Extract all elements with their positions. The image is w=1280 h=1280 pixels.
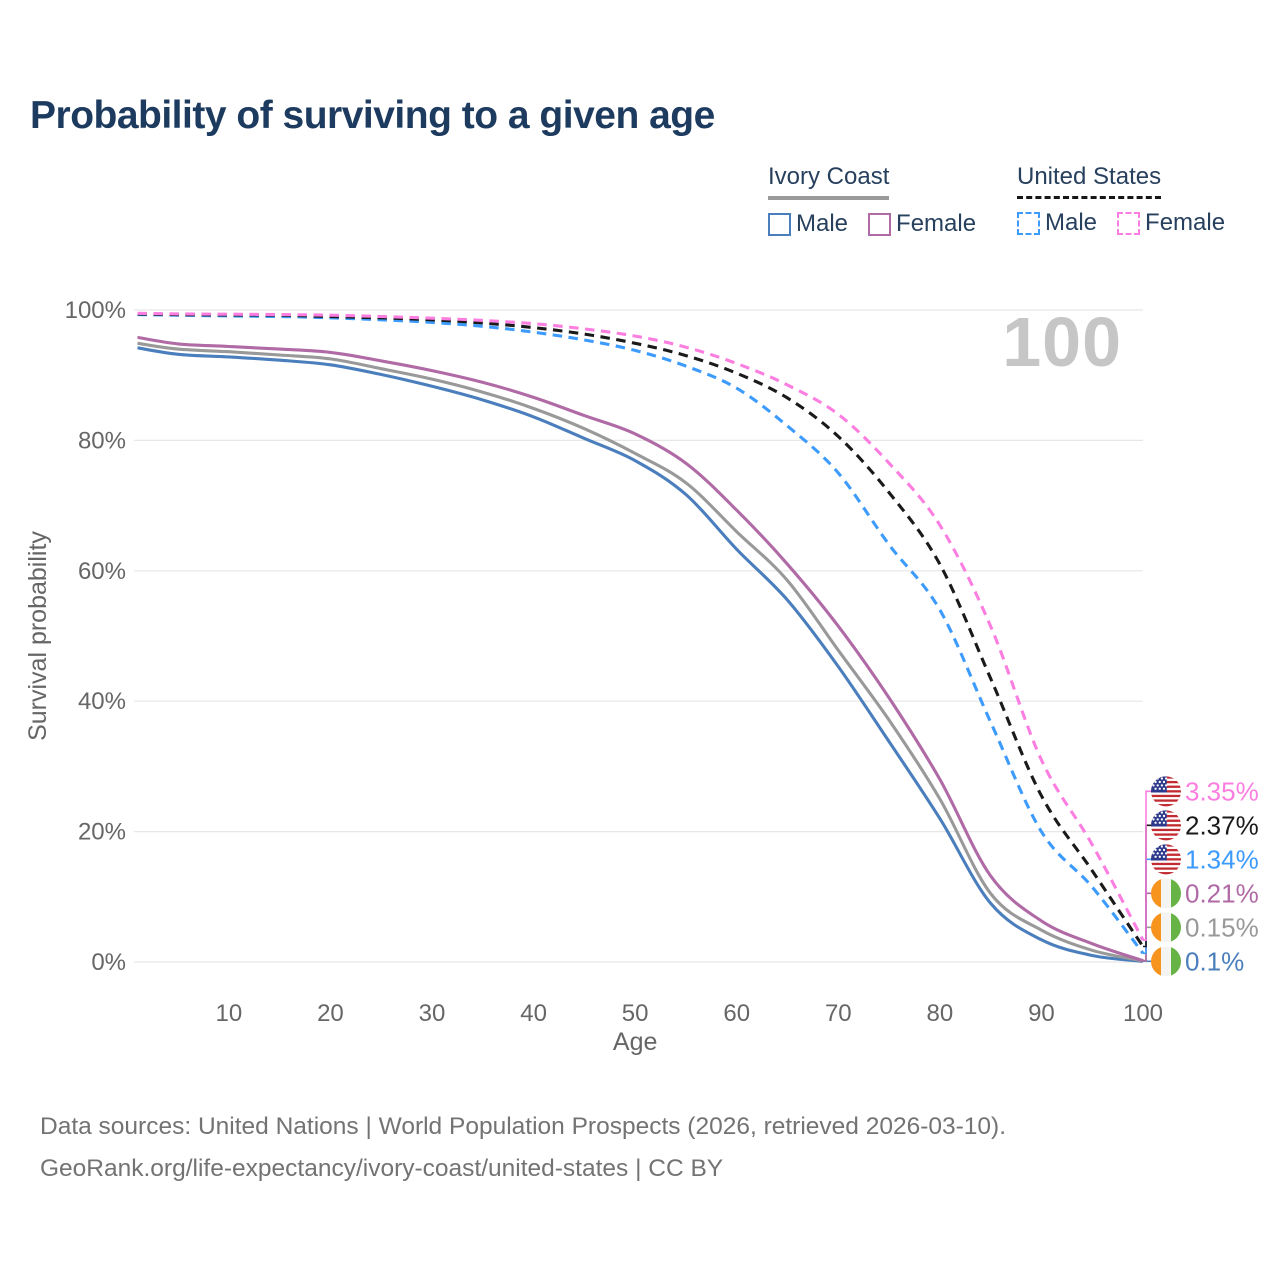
legend-swatch-icon — [868, 212, 892, 236]
x-tick-label: 10 — [216, 1000, 243, 1027]
series-line-united-states-male — [137, 313, 1145, 955]
legend-item-female: Female — [868, 210, 976, 238]
ivory-coast-flag-icon — [1151, 878, 1181, 909]
legend-swatch-icon — [768, 212, 791, 236]
end-label-ivory-coast-male: 0.1% — [1185, 946, 1244, 976]
ivory-coast-flag-icon — [1151, 946, 1181, 977]
end-label-united-states-male: 1.34% — [1185, 844, 1259, 874]
x-tick-label: 70 — [825, 1000, 852, 1027]
legend-group-title: Ivory Coast — [768, 163, 890, 200]
series-line-ivory-coast-female — [137, 335, 1144, 963]
series-line-united-states-both-sexes — [137, 312, 1145, 948]
y-tick-label: 60% — [78, 558, 126, 585]
end-label-connector — [1143, 926, 1151, 962]
legend-group-united-states: United States Male Female — [1017, 163, 1225, 237]
us-flag-icon — [1151, 776, 1181, 807]
end-label-connector — [1143, 790, 1151, 941]
y-tick-label: 80% — [78, 427, 126, 454]
end-label-united-states-female: 3.35% — [1185, 776, 1259, 806]
data-sources-text: Data sources: United Nations | World Pop… — [40, 1113, 1007, 1140]
series-line-ivory-coast-both-sexes — [137, 341, 1144, 963]
us-flag-icon — [1151, 844, 1181, 875]
legend-item-label: Male — [796, 210, 849, 237]
legend-item-male: Male — [1017, 209, 1097, 237]
page-title: Probability of surviving to a given age — [30, 94, 715, 137]
legend-item-label: Female — [1145, 209, 1226, 236]
x-tick-label: 100 — [1123, 1000, 1163, 1027]
x-tick-label: 60 — [723, 1000, 750, 1027]
x-axis-title: Age — [613, 1028, 657, 1056]
footer: Data sources: United Nations | World Pop… — [40, 1106, 1006, 1190]
age-counter-watermark: 100 — [1002, 303, 1122, 381]
legend-item-label: Male — [1045, 209, 1098, 236]
y-axis-title: Survival probability — [24, 531, 52, 741]
y-tick-label: 0% — [91, 949, 126, 976]
x-tick-label: 20 — [317, 1000, 344, 1027]
y-tick-label: 20% — [78, 819, 126, 846]
legend-group-title: United States — [1017, 163, 1162, 199]
legend-item-label: Female — [896, 210, 977, 237]
series-line-ivory-coast-male — [137, 346, 1144, 963]
y-tick-label: 40% — [78, 688, 126, 715]
attribution-text: GeoRank.org/life-expectancy/ivory-coast/… — [40, 1155, 724, 1182]
end-label-united-states-both-sexes: 2.37% — [1185, 810, 1259, 840]
end-label-ivory-coast-female: 0.21% — [1185, 878, 1259, 908]
legend-item-female: Female — [1117, 209, 1225, 237]
x-tick-label: 50 — [622, 1000, 649, 1027]
x-tick-label: 40 — [520, 1000, 547, 1027]
us-flag-icon — [1151, 810, 1181, 841]
ivory-coast-flag-icon — [1151, 912, 1181, 943]
end-label-ivory-coast-both-sexes: 0.15% — [1185, 912, 1259, 942]
y-tick-label: 100% — [65, 297, 126, 324]
legend-swatch-icon — [1017, 211, 1040, 235]
legend-swatch-icon — [1117, 211, 1141, 235]
legend-item-male: Male — [768, 210, 848, 238]
x-tick-label: 30 — [419, 1000, 446, 1027]
legend-group-ivory-coast: Ivory Coast Male Female — [768, 163, 976, 238]
end-label-connector — [1143, 824, 1151, 948]
x-tick-label: 90 — [1028, 1000, 1055, 1027]
series-line-united-states-female — [137, 311, 1145, 941]
x-tick-label: 80 — [927, 1000, 954, 1027]
